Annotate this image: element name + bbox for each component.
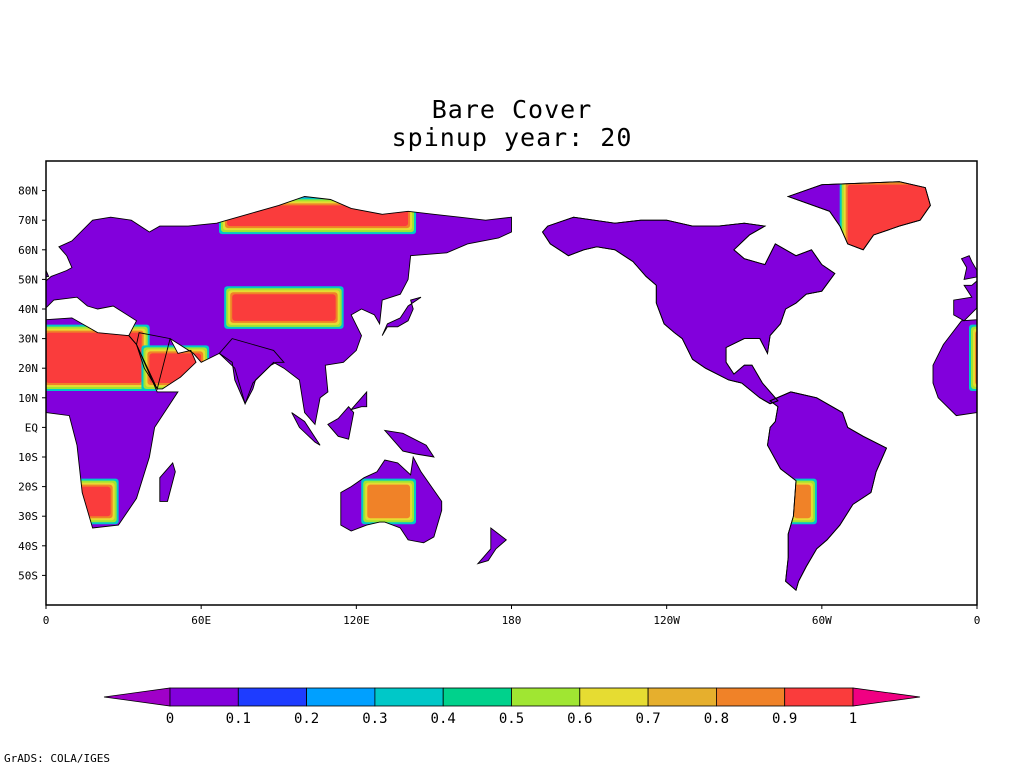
colorbar-tick-label: 0.4 xyxy=(431,711,456,727)
colorbar-tick-label: 0.2 xyxy=(294,711,319,727)
colorbar-segment xyxy=(647,687,717,707)
lat-tick-label: 30N xyxy=(18,333,38,346)
colorbar-segment xyxy=(169,687,239,707)
colorbar-tick-label: 0 xyxy=(166,711,174,727)
coastlines xyxy=(46,181,977,591)
latitude-axis: 80N 70N 60N 50N 40N 30N 20N 10N EQ 10S 20S 30S 40S 50… xyxy=(18,185,46,582)
colorbar-tick-label: 0.8 xyxy=(704,711,729,727)
colorbar-tick-label: 0.5 xyxy=(499,711,524,727)
lon-tick-label: 60E xyxy=(191,614,211,627)
lon-tick-label: 180 xyxy=(502,614,522,627)
lat-tick-label: 10S xyxy=(18,451,38,464)
lat-tick-label: 50S xyxy=(18,569,38,582)
colorbar-tick-label: 0.7 xyxy=(635,711,660,727)
lon-tick-label: 120W xyxy=(653,614,680,627)
lon-tick-label: 0 xyxy=(974,614,981,627)
map-title: Bare Cover xyxy=(431,95,593,124)
lat-tick-label: 30S xyxy=(18,510,38,523)
colorbar-segment xyxy=(784,687,854,707)
colorbar-tick-label: 0.6 xyxy=(567,711,592,727)
colorbar-tick-label: 0.1 xyxy=(226,711,251,727)
colorbar-segment xyxy=(511,687,581,707)
colorbar-segment xyxy=(716,687,786,707)
lat-tick-label: 40S xyxy=(18,540,38,553)
lat-tick-label: 10N xyxy=(18,392,38,405)
map-subtitle: spinup year: 20 xyxy=(391,123,633,152)
colorbar-segment xyxy=(306,687,376,707)
bare-cover-field xyxy=(46,181,977,591)
colorbar-low-arrow xyxy=(103,687,171,707)
colorbar-segment xyxy=(237,687,308,707)
colorbar-segment xyxy=(579,687,649,707)
longitude-axis: 0 60E 120E 180 120W 60W 0 xyxy=(43,605,981,627)
colorbar-tick-label: 1 xyxy=(849,711,857,727)
colorbar: 0 0.1 0.2 0.3 0.4 0.5 0.6 0.7 0.8 0.9 1 xyxy=(103,687,921,727)
lat-tick-label: 50N xyxy=(18,273,38,286)
lat-tick-label: 60N xyxy=(18,244,38,257)
lon-tick-label: 120E xyxy=(343,614,370,627)
credit-text: GrADS: COLA/IGES xyxy=(4,752,110,765)
lat-tick-label: 20N xyxy=(18,362,38,375)
lon-tick-label: 60W xyxy=(812,614,832,627)
colorbar-tick-label: 0.9 xyxy=(772,711,797,727)
colorbar-tick-label: 0.3 xyxy=(362,711,387,727)
lat-tick-label: EQ xyxy=(25,421,38,434)
colorbar-high-arrow xyxy=(852,687,921,707)
lat-tick-label: 20S xyxy=(18,481,38,494)
colorbar-segment xyxy=(442,687,512,707)
lat-tick-label: 70N xyxy=(18,214,38,227)
colorbar-segment xyxy=(374,687,444,707)
lat-tick-label: 80N xyxy=(18,185,38,198)
lat-tick-label: 40N xyxy=(18,303,38,316)
lon-tick-label: 0 xyxy=(43,614,50,627)
